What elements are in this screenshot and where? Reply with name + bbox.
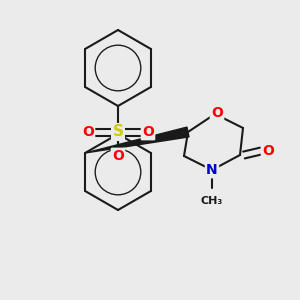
Text: N: N bbox=[206, 163, 218, 177]
Text: O: O bbox=[112, 149, 124, 163]
Polygon shape bbox=[85, 127, 189, 153]
Text: S: S bbox=[112, 124, 124, 140]
Text: O: O bbox=[262, 144, 274, 158]
Text: O: O bbox=[142, 125, 154, 139]
Text: O: O bbox=[82, 125, 94, 139]
Text: CH₃: CH₃ bbox=[201, 196, 223, 206]
Text: O: O bbox=[211, 106, 223, 120]
